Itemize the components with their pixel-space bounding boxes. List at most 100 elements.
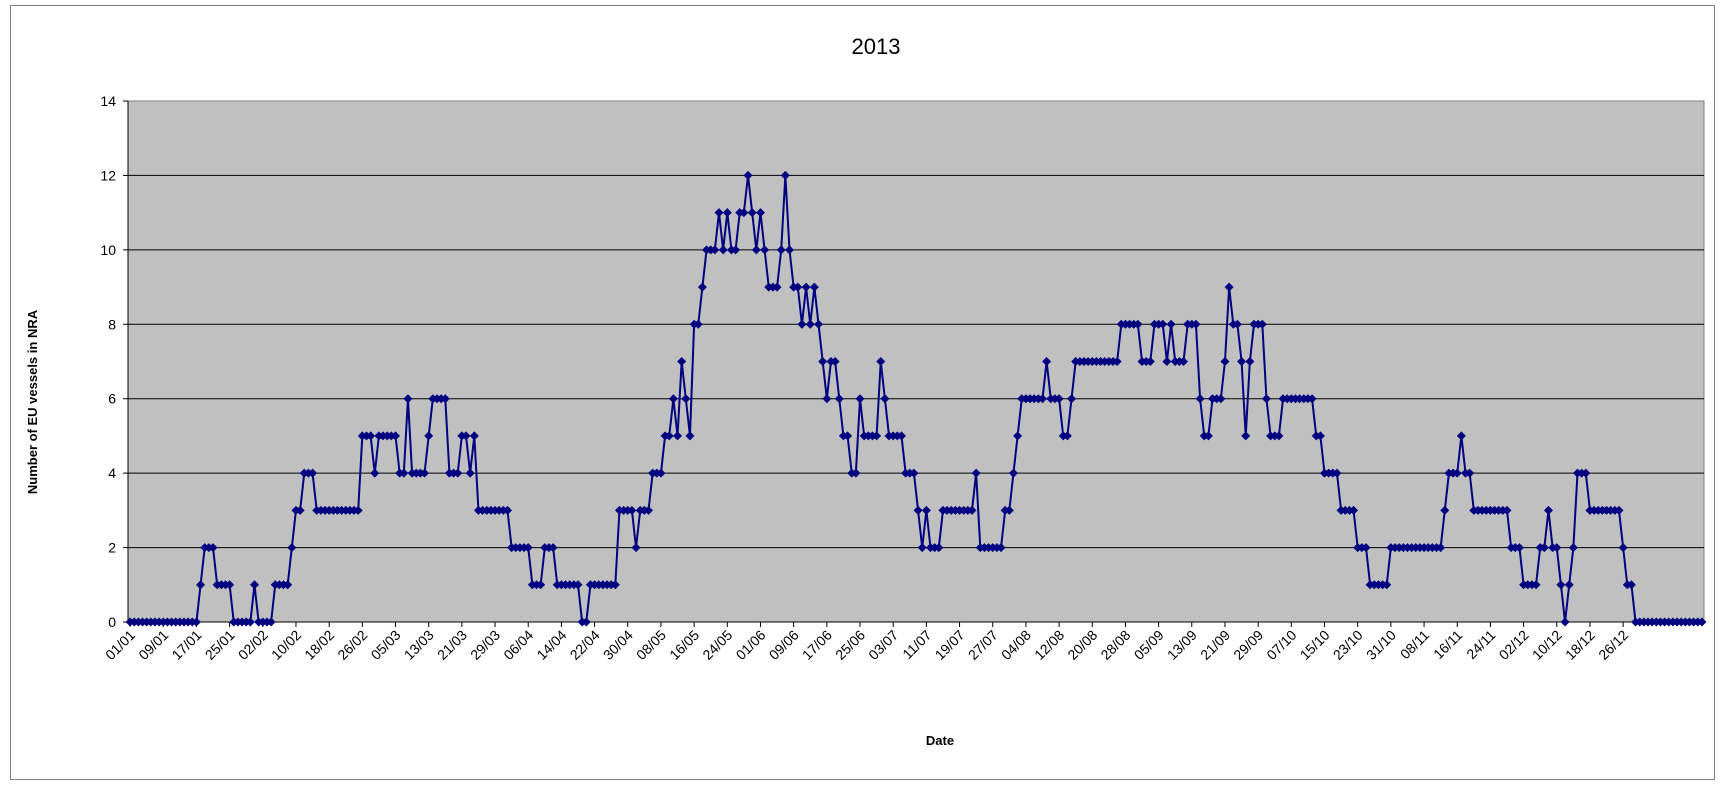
data-point [1465, 468, 1475, 478]
x-tick-label: 05/03 [368, 627, 404, 663]
data-point [685, 431, 695, 441]
data-point [772, 282, 782, 292]
data-point [967, 505, 977, 515]
data-point [1564, 580, 1574, 590]
data-point [191, 617, 201, 627]
x-tick-label: 30/04 [600, 627, 636, 663]
data-point [1195, 394, 1205, 404]
x-tick-label: 08/05 [633, 627, 669, 663]
data-point [1203, 431, 1213, 441]
data-point [996, 543, 1006, 553]
x-tick-label: 10/12 [1529, 627, 1565, 663]
x-tick-label: 12/08 [1031, 627, 1067, 663]
data-point [1179, 357, 1189, 366]
x-tick-label: 16/05 [666, 627, 702, 663]
data-point [1037, 394, 1047, 404]
data-point [523, 543, 533, 553]
data-point [830, 357, 840, 366]
data-point [1436, 543, 1446, 553]
data-point [1241, 431, 1251, 441]
data-point [440, 394, 450, 404]
data-point [308, 468, 318, 478]
x-tick-label: 17/06 [799, 627, 835, 663]
data-point [673, 431, 683, 441]
x-tick-label: 11/07 [899, 627, 935, 663]
data-point [880, 394, 890, 404]
data-point [656, 468, 666, 478]
data-point [1257, 319, 1267, 329]
data-point [743, 170, 753, 180]
data-point [1552, 543, 1562, 553]
data-point [697, 282, 707, 292]
data-point [399, 468, 409, 478]
x-tick-label: 14/04 [533, 627, 569, 663]
data-point [502, 505, 512, 515]
data-point [287, 543, 297, 553]
data-point [851, 468, 861, 478]
data-point [739, 208, 749, 218]
x-tick-label: 21/09 [1197, 627, 1233, 663]
x-tick-label: 28/08 [1097, 627, 1133, 663]
data-point [1361, 543, 1371, 553]
y-tick-label: 2 [108, 540, 116, 556]
x-axis: 01/0109/0117/0125/0102/0210/0218/0226/02… [102, 621, 1704, 663]
plot-area [127, 100, 1705, 623]
data-point [1216, 394, 1226, 404]
data-point [917, 543, 927, 553]
data-point [677, 357, 687, 366]
data-point [1191, 319, 1201, 329]
data-point [822, 394, 832, 404]
x-tick-label: 09/01 [135, 627, 171, 663]
data-point [627, 505, 637, 515]
data-point [469, 431, 479, 441]
data-point [1004, 505, 1014, 515]
data-point [1013, 431, 1023, 441]
x-tick-label: 16/11 [1430, 627, 1466, 663]
y-tick-label: 8 [108, 316, 116, 332]
data-point [780, 170, 790, 180]
x-tick-label: 08/11 [1397, 627, 1433, 663]
data-point [818, 357, 828, 366]
data-point [793, 282, 803, 292]
data-point [855, 394, 865, 404]
data-point [913, 505, 923, 515]
data-point [1224, 282, 1234, 292]
data-point [1245, 357, 1255, 366]
data-point [731, 245, 741, 255]
data-point [420, 468, 430, 478]
data-point [461, 431, 471, 441]
data-point [921, 505, 931, 515]
data-point [1274, 431, 1284, 441]
data-point [1008, 468, 1018, 478]
data-point [353, 505, 363, 515]
data-point [581, 617, 591, 627]
data-point [370, 468, 380, 478]
y-tick-label: 4 [108, 465, 116, 481]
data-point [760, 245, 770, 255]
data-point [1332, 468, 1342, 478]
x-tick-label: 09/06 [766, 627, 802, 663]
x-tick-label: 29/09 [1230, 627, 1266, 663]
x-tick-label: 05/09 [1131, 627, 1167, 663]
data-point [1315, 431, 1325, 441]
data-point [751, 245, 761, 255]
y-tick-label: 0 [108, 614, 116, 630]
data-point [1514, 543, 1524, 553]
data-point [843, 431, 853, 441]
data-point [814, 319, 824, 329]
data-point [1456, 431, 1466, 441]
x-tick-label: 17/01 [168, 627, 204, 663]
x-tick-label: 26/02 [334, 627, 370, 663]
data-point [909, 468, 919, 478]
data-point [391, 431, 401, 441]
data-point [1626, 580, 1636, 590]
data-point [643, 505, 653, 515]
data-point [1232, 319, 1242, 329]
data-point [668, 394, 678, 404]
x-tick-label: 25/06 [832, 627, 868, 663]
data-point [714, 208, 724, 218]
data-point [208, 543, 218, 553]
data-point [876, 357, 886, 366]
x-tick-label: 26/12 [1595, 627, 1631, 663]
data-point [1220, 357, 1230, 366]
